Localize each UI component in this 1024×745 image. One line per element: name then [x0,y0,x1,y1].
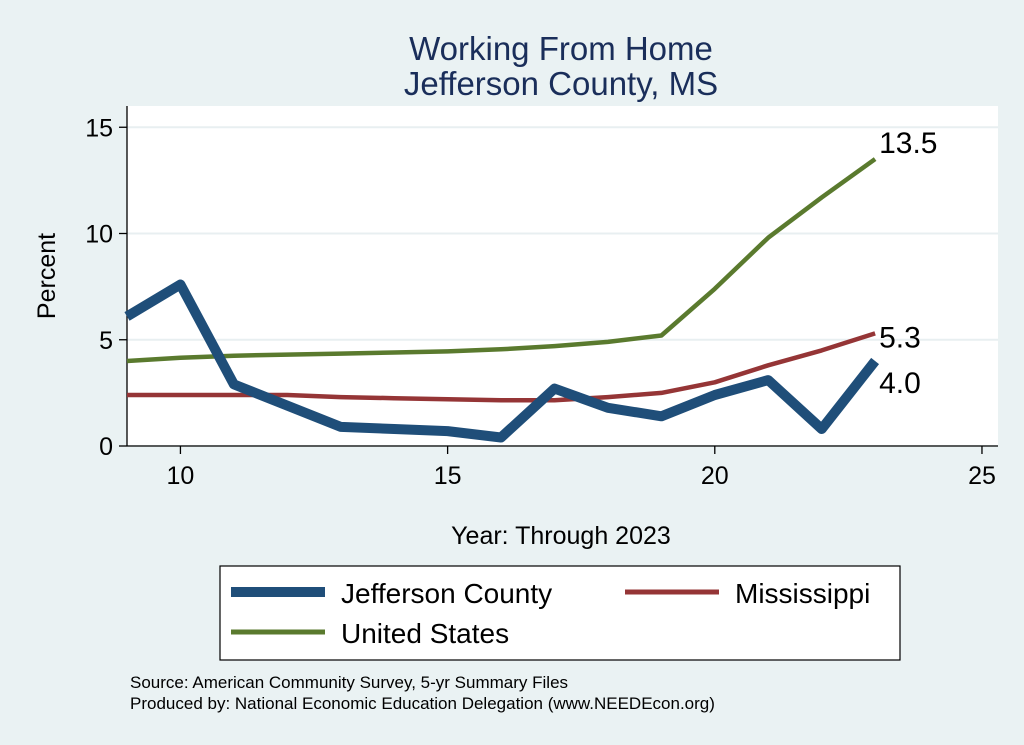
series-lines [124,157,880,443]
source-note: Source: American Community Survey, 5-yr … [130,673,568,692]
x-tick-label-10: 10 [167,462,195,490]
x-tick-label-20: 20 [701,462,729,490]
end-labels: 4.0 5.3 13.5 [879,127,937,400]
y-tick-label-0: 0 [99,433,113,461]
legend-label-mississippi: Mississippi [735,578,870,609]
y-tick-label-10: 10 [85,221,113,249]
series-line-jefferson-county [124,279,880,443]
y-tick-label-15: 15 [85,114,113,142]
x-axis-label: Year: Through 2023 [451,522,671,550]
end-label-mississippi: 5.3 [879,321,921,354]
produced-by-note: Produced by: National Economic Education… [130,694,715,713]
series-line-united-states [126,157,877,364]
y-tick-label-5: 5 [99,327,113,355]
legend-label-jefferson-county: Jefferson County [341,578,552,609]
chart-title-line-2: Jefferson County, MS [404,65,718,102]
end-label-jefferson-county: 4.0 [879,367,921,400]
x-tick-label-25: 25 [968,462,996,490]
y-axis-label: Percent [33,233,61,319]
chart-title-line-1: Working From Home [409,30,713,67]
axes: 0 5 10 15 10 15 20 25 [85,106,998,490]
end-label-united-states: 13.5 [879,127,937,160]
x-tick-label-15: 15 [434,462,462,490]
legend-box [219,565,901,661]
legend-label-united-states: United States [341,618,509,649]
